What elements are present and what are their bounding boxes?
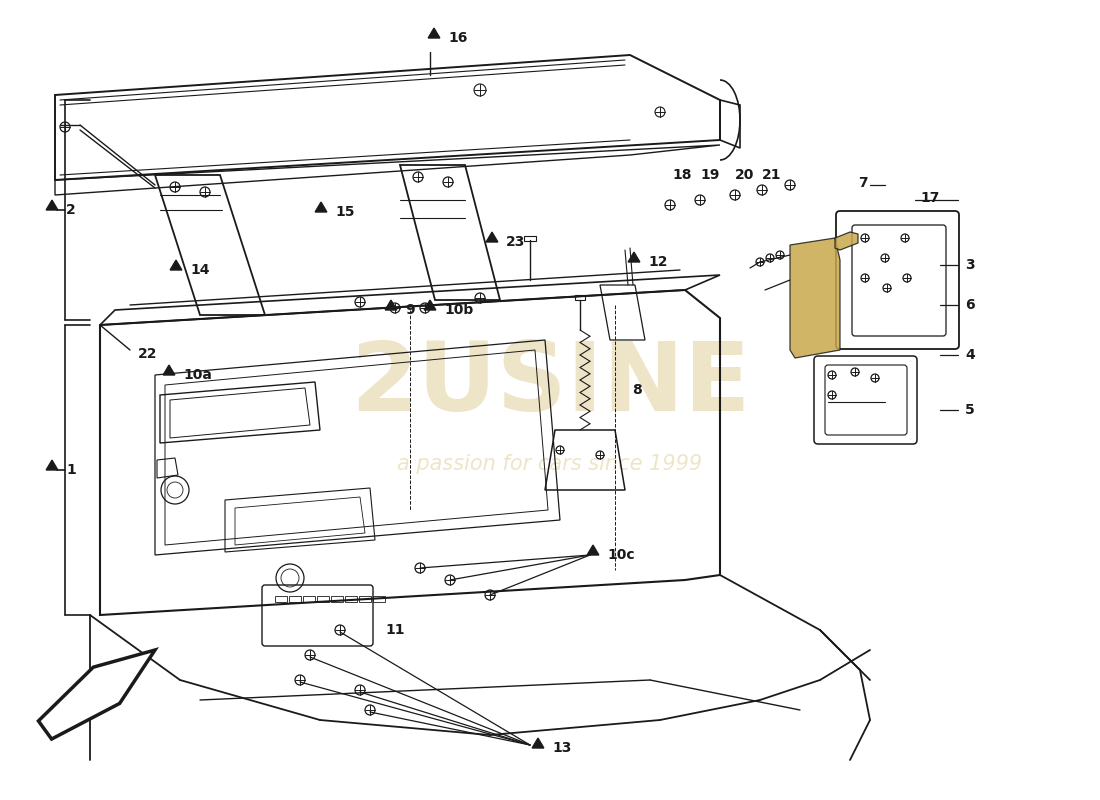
Text: 6: 6 [965, 298, 975, 312]
Bar [359, 596, 371, 602]
Bar [317, 596, 329, 602]
Text: 2: 2 [66, 203, 76, 217]
Polygon shape [425, 300, 436, 310]
Polygon shape [835, 232, 858, 250]
Text: 10c: 10c [607, 548, 635, 562]
Polygon shape [315, 202, 327, 212]
Text: 4: 4 [965, 348, 975, 362]
Bar [373, 596, 385, 602]
Text: 14: 14 [190, 263, 209, 277]
Bar [289, 596, 301, 602]
Text: 12: 12 [648, 255, 668, 269]
Polygon shape [46, 460, 58, 470]
Bar [345, 596, 358, 602]
Text: 13: 13 [552, 741, 571, 755]
Text: 8: 8 [632, 383, 641, 397]
Text: 22: 22 [138, 347, 157, 361]
Bar [331, 596, 343, 602]
Text: 7: 7 [858, 176, 868, 190]
Polygon shape [587, 545, 598, 555]
Text: 9: 9 [405, 303, 415, 317]
Bar [302, 596, 315, 602]
Text: 20: 20 [735, 168, 755, 182]
Polygon shape [39, 650, 155, 739]
Polygon shape [46, 200, 58, 210]
Polygon shape [532, 738, 543, 748]
Polygon shape [385, 300, 397, 310]
Text: 10b: 10b [444, 303, 473, 317]
Polygon shape [170, 260, 182, 270]
Text: 23: 23 [506, 235, 526, 249]
Text: 19: 19 [700, 168, 719, 182]
Text: 16: 16 [448, 31, 468, 45]
Polygon shape [486, 232, 498, 242]
Text: 15: 15 [336, 205, 354, 219]
Text: 3: 3 [965, 258, 975, 272]
Text: a passion for cars since 1999: a passion for cars since 1999 [397, 454, 703, 474]
Bar [275, 596, 287, 602]
Polygon shape [628, 252, 640, 262]
Text: 5: 5 [965, 403, 975, 417]
Text: 1: 1 [66, 463, 76, 477]
Text: 10a: 10a [183, 368, 212, 382]
Text: 17: 17 [920, 191, 939, 205]
Text: 18: 18 [672, 168, 692, 182]
Polygon shape [163, 365, 175, 375]
Polygon shape [790, 238, 840, 358]
Text: 11: 11 [385, 623, 405, 637]
Text: 2USINE: 2USINE [350, 338, 750, 430]
Text: 21: 21 [762, 168, 781, 182]
Polygon shape [428, 28, 440, 38]
